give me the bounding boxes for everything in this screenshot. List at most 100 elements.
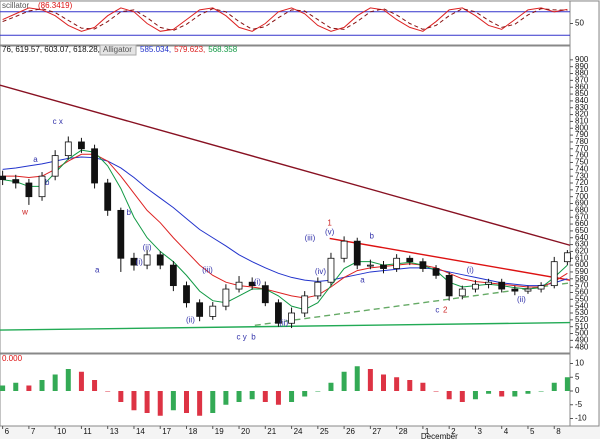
histogram-panel (0, 353, 571, 427)
histogram-bar (512, 391, 518, 397)
x-tick-label: 5 (530, 427, 535, 436)
oscillator-line (2, 8, 568, 32)
y-tick-label: 610 (575, 253, 589, 262)
x-tick-label: 20 (241, 427, 250, 436)
x-tick-label: 28 (399, 427, 408, 436)
candle-body (51, 155, 59, 177)
wave-label: b (45, 178, 50, 187)
histogram-bar (394, 377, 400, 391)
histogram-bar (170, 391, 176, 411)
candle-body (406, 257, 414, 263)
histogram-bar (289, 391, 295, 402)
wave-label: (ii) (517, 295, 526, 304)
candle-body (209, 305, 217, 317)
x-tick-label: 7 (31, 427, 36, 436)
histogram-bar (183, 391, 189, 413)
histogram-bar (446, 391, 452, 400)
candle-body (91, 148, 98, 184)
x-tick-label: 2 (451, 427, 456, 436)
x-tick-label: 21 (267, 427, 276, 436)
histogram-bar (0, 385, 6, 391)
histogram-bar (78, 371, 84, 391)
histogram-bar (341, 371, 347, 391)
y-tick-label: 490 (575, 335, 589, 344)
y-tick-label: 780 (575, 137, 589, 146)
indicator-value: 585.034, (140, 45, 171, 54)
x-tick-label: 10 (57, 427, 66, 436)
x-tick-label: 27 (372, 427, 381, 436)
histogram-bar (420, 382, 426, 391)
y-tick-label: -5 (575, 400, 583, 409)
y-tick-label: 520 (575, 315, 589, 324)
x-tick-label: 14 (136, 427, 145, 436)
candle-body (288, 312, 295, 324)
histogram-bar (236, 391, 242, 402)
candle-body (261, 285, 269, 304)
wave-label: (ii) (143, 243, 152, 252)
y-tick-label: 640 (575, 233, 589, 242)
histogram-bar (157, 391, 163, 416)
x-tick-label: 18 (188, 427, 197, 436)
y-tick-label: 750 (575, 158, 589, 167)
y-tick-label: 580 (575, 274, 589, 283)
y-tick-label: 630 (575, 240, 589, 249)
y-tick-label: 510 (575, 322, 589, 331)
y-tick-label: 50 (575, 19, 584, 28)
y-tick-label: 500 (575, 329, 589, 338)
histogram-bar (118, 391, 124, 402)
y-tick-label: 560 (575, 288, 589, 297)
trend-line (329, 237, 571, 281)
candle-body (432, 268, 440, 276)
histogram-bar (144, 391, 150, 413)
histogram-bar (328, 382, 334, 391)
histogram-bar (275, 391, 281, 405)
candle-body (445, 274, 453, 297)
histogram-bar (538, 391, 544, 392)
candle-body (64, 141, 72, 157)
price-title: 76, 619.57, 603.07, 618.28, +13.53) (2, 45, 130, 54)
y-tick-label: 800 (575, 123, 589, 132)
candle-body (563, 252, 571, 263)
histogram-bar (223, 391, 229, 405)
y-tick-label: 760 (575, 151, 589, 160)
candle-body (380, 264, 387, 269)
wave-label: (v) (325, 227, 335, 236)
y-tick-label: 880 (575, 69, 589, 78)
x-tick-label: 4 (504, 427, 509, 436)
candle-body (78, 141, 85, 150)
x-tick-label: 13 (110, 427, 119, 436)
price-panel (0, 45, 571, 354)
wave-label: (i) (136, 257, 143, 266)
wave-label: (ii) (186, 316, 195, 325)
candle-body (275, 302, 282, 324)
wave-label: c (435, 305, 439, 314)
y-tick-label: 10 (575, 359, 584, 368)
candle-body (25, 182, 33, 198)
y-tick-label: 790 (575, 130, 589, 139)
candle-body (235, 281, 243, 290)
wave-label: (i) (467, 266, 474, 275)
indicator-box (99, 44, 137, 56)
candle-body (248, 281, 256, 287)
histogram-bar (367, 369, 373, 391)
wave-label: (ii) (279, 318, 288, 327)
x-tick-label: 8 (556, 427, 561, 436)
histogram-bar (262, 391, 268, 402)
histogram-bar (564, 377, 570, 391)
y-tick-label: 540 (575, 301, 589, 310)
candle-body (12, 179, 20, 184)
histogram-bar (381, 374, 387, 391)
indicator-value: 568.358 (208, 45, 237, 54)
oscillator-line (2, 7, 568, 32)
wave-label: (i) (254, 277, 261, 286)
y-tick-label: 600 (575, 260, 589, 269)
candle-body (511, 288, 519, 292)
wave-label: c x (53, 117, 63, 126)
wave-label: a (33, 155, 38, 164)
candle-body (222, 288, 230, 307)
histogram-title: 0.000 (2, 354, 23, 363)
candle-body (353, 240, 361, 266)
x-period-label: December (421, 432, 458, 439)
y-tick-label: -10 (575, 414, 587, 423)
y-tick-label: 480 (575, 342, 589, 351)
